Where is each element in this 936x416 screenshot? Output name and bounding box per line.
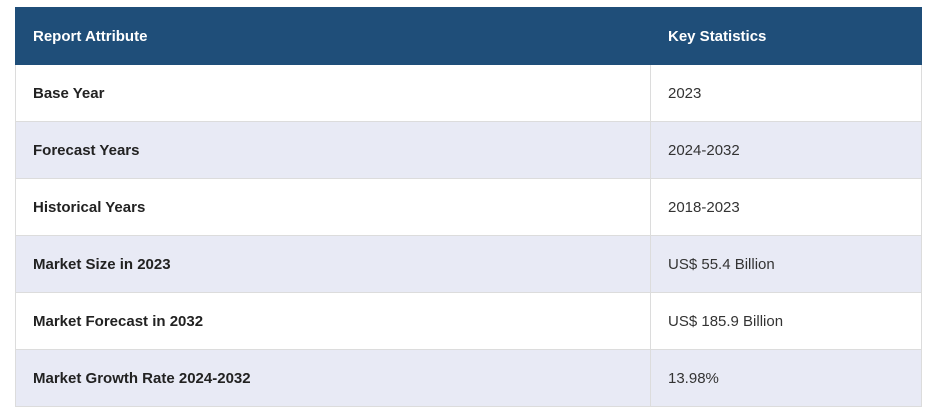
table-body: Base Year 2023 Forecast Years 2024-2032 Hist… xyxy=(15,64,922,407)
header-cell: Key Statistics xyxy=(650,7,922,65)
value-cell: 2023 xyxy=(650,64,922,122)
value-cell: 2024-2032 xyxy=(650,121,922,179)
value-cell: US$ 185.9 Billion xyxy=(650,292,922,350)
attribute-cell: Market Forecast in 2032 xyxy=(15,292,651,350)
attribute-cell: Market Growth Rate 2024-2032 xyxy=(15,349,651,407)
table-row: Historical Years 2018-2023 xyxy=(15,178,922,236)
value-cell: 13.98% xyxy=(650,349,922,407)
table-row: Market Forecast in 2032 US$ 185.9 Billion xyxy=(15,292,922,350)
attribute-cell: Historical Years xyxy=(15,178,651,236)
value-cell: 2018-2023 xyxy=(650,178,922,236)
attribute-cell: Forecast Years xyxy=(15,121,651,179)
stats-table: Report Attribute Key Statistics Base Yea… xyxy=(15,7,922,407)
table-row: Base Year 2023 xyxy=(15,64,922,122)
value-cell: US$ 55.4 Billion xyxy=(650,235,922,293)
table-row: Market Size in 2023 US$ 55.4 Billion xyxy=(15,235,922,293)
header-row: Report Attribute Key Statistics xyxy=(15,7,922,65)
table-row: Forecast Years 2024-2032 xyxy=(15,121,922,179)
attribute-cell: Market Size in 2023 xyxy=(15,235,651,293)
attribute-cell: Base Year xyxy=(15,64,651,122)
table-row: Market Growth Rate 2024-2032 13.98% xyxy=(15,349,922,407)
header-cell: Report Attribute xyxy=(15,7,651,65)
